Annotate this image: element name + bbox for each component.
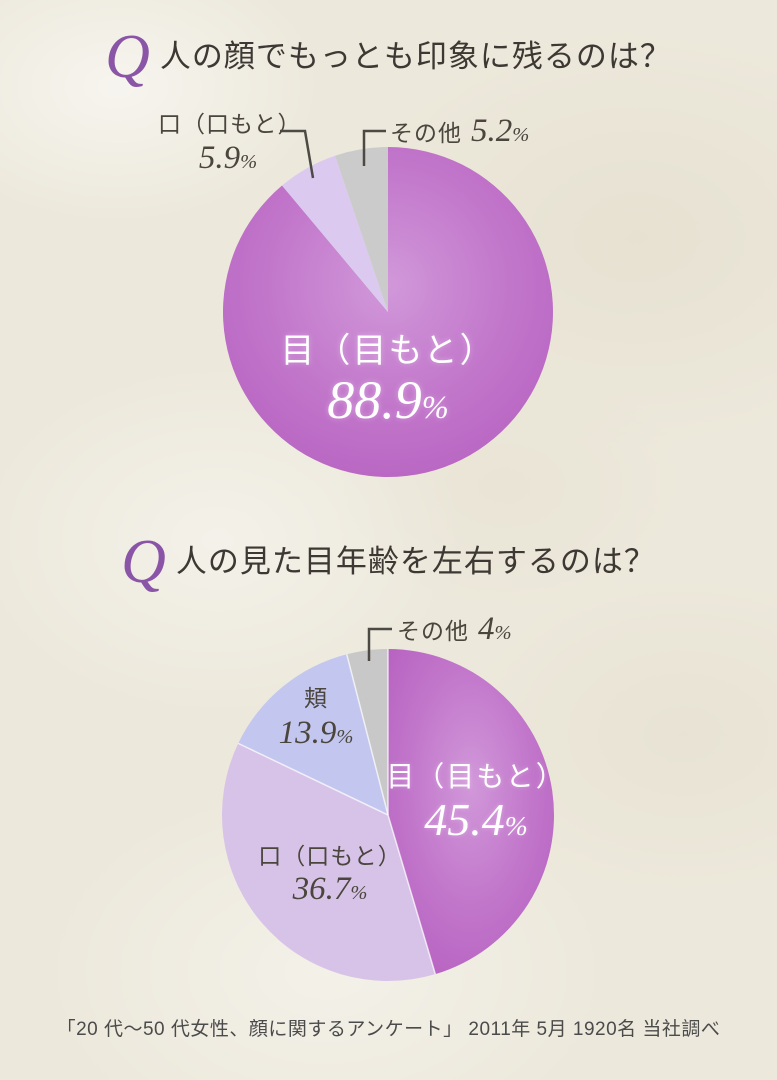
chart1-label-mouth: 口（口もと） 5.9% [158, 110, 302, 180]
chart2-label-cheek-value: 13.9% [278, 715, 354, 751]
pie-chart-1 [223, 147, 554, 477]
pie1-slice-3 [335, 147, 388, 312]
chart1-label-eyes-text: 目（目もと） [280, 333, 496, 370]
leader-line-chart2-other [367, 627, 392, 661]
survey-source-note: 「20 代～50 代女性、顔に関するアンケート」 2011年 5月 1920名 … [56, 1019, 721, 1040]
chart1-label-other: その他 5.2% [390, 114, 529, 152]
chart2-label-eyes-value: 45.4% [424, 794, 528, 845]
chart2-label-eyes: 目（目もと） 45.4% [336, 760, 616, 850]
chart2-label-other: その他 4% [397, 612, 512, 650]
chart2-label-other-value: 4% [478, 611, 512, 647]
pie2-separator [345, 654, 389, 816]
chart1-title-text: 人の顔でもっとも印象に残るのは？ [159, 39, 672, 74]
pie1-slice-1 [223, 147, 554, 477]
pie1-slice-2 [282, 155, 388, 312]
pie2-slice-1 [388, 649, 555, 975]
leader-line-chart1-mouth [280, 129, 315, 179]
chart2-label-mouth-value: 36.7% [292, 871, 368, 907]
chart2-label-eyes-text: 目（目もと） [386, 762, 566, 793]
pie2-separator [237, 742, 389, 816]
chart1-q-mark: Q [105, 23, 150, 91]
pie2-slice-2 [221, 743, 436, 981]
chart2-label-other-text: その他 [397, 619, 469, 644]
chart2-title-text: 人の見た目年齢を左右するのは？ [175, 544, 656, 579]
chart1-label-eyes-value: 88.9% [327, 370, 449, 430]
chart1-label-mouth-value: 5.9% [198, 140, 258, 176]
chart1-title: Q 人の顔でもっとも印象に残るのは？ [0, 23, 777, 91]
chart2-label-mouth: 口（口もと） 36.7% [245, 842, 415, 910]
chart2-label-cheek: 頬 13.9% [256, 684, 376, 756]
chart1-label-other-value: 5.2% [471, 113, 530, 149]
leader-line-chart1-other [362, 129, 386, 166]
pie2-slice-3 [238, 654, 388, 815]
chart1-label-other-text: その他 [390, 121, 462, 146]
chart2-label-cheek-text: 頬 [304, 686, 328, 711]
chart2-q-mark: Q [121, 528, 166, 596]
chart1-label-mouth-text: 口（口もと） [158, 112, 302, 137]
pie2-separator [387, 814, 437, 975]
pie-chart-2 [221, 649, 555, 981]
chart1-label-eyes: 目（目もと） 88.9% [238, 330, 538, 434]
chart2-title: Q 人の見た目年齢を左右するのは？ [0, 528, 777, 596]
chart2-label-mouth-text: 口（口もと） [258, 844, 402, 869]
